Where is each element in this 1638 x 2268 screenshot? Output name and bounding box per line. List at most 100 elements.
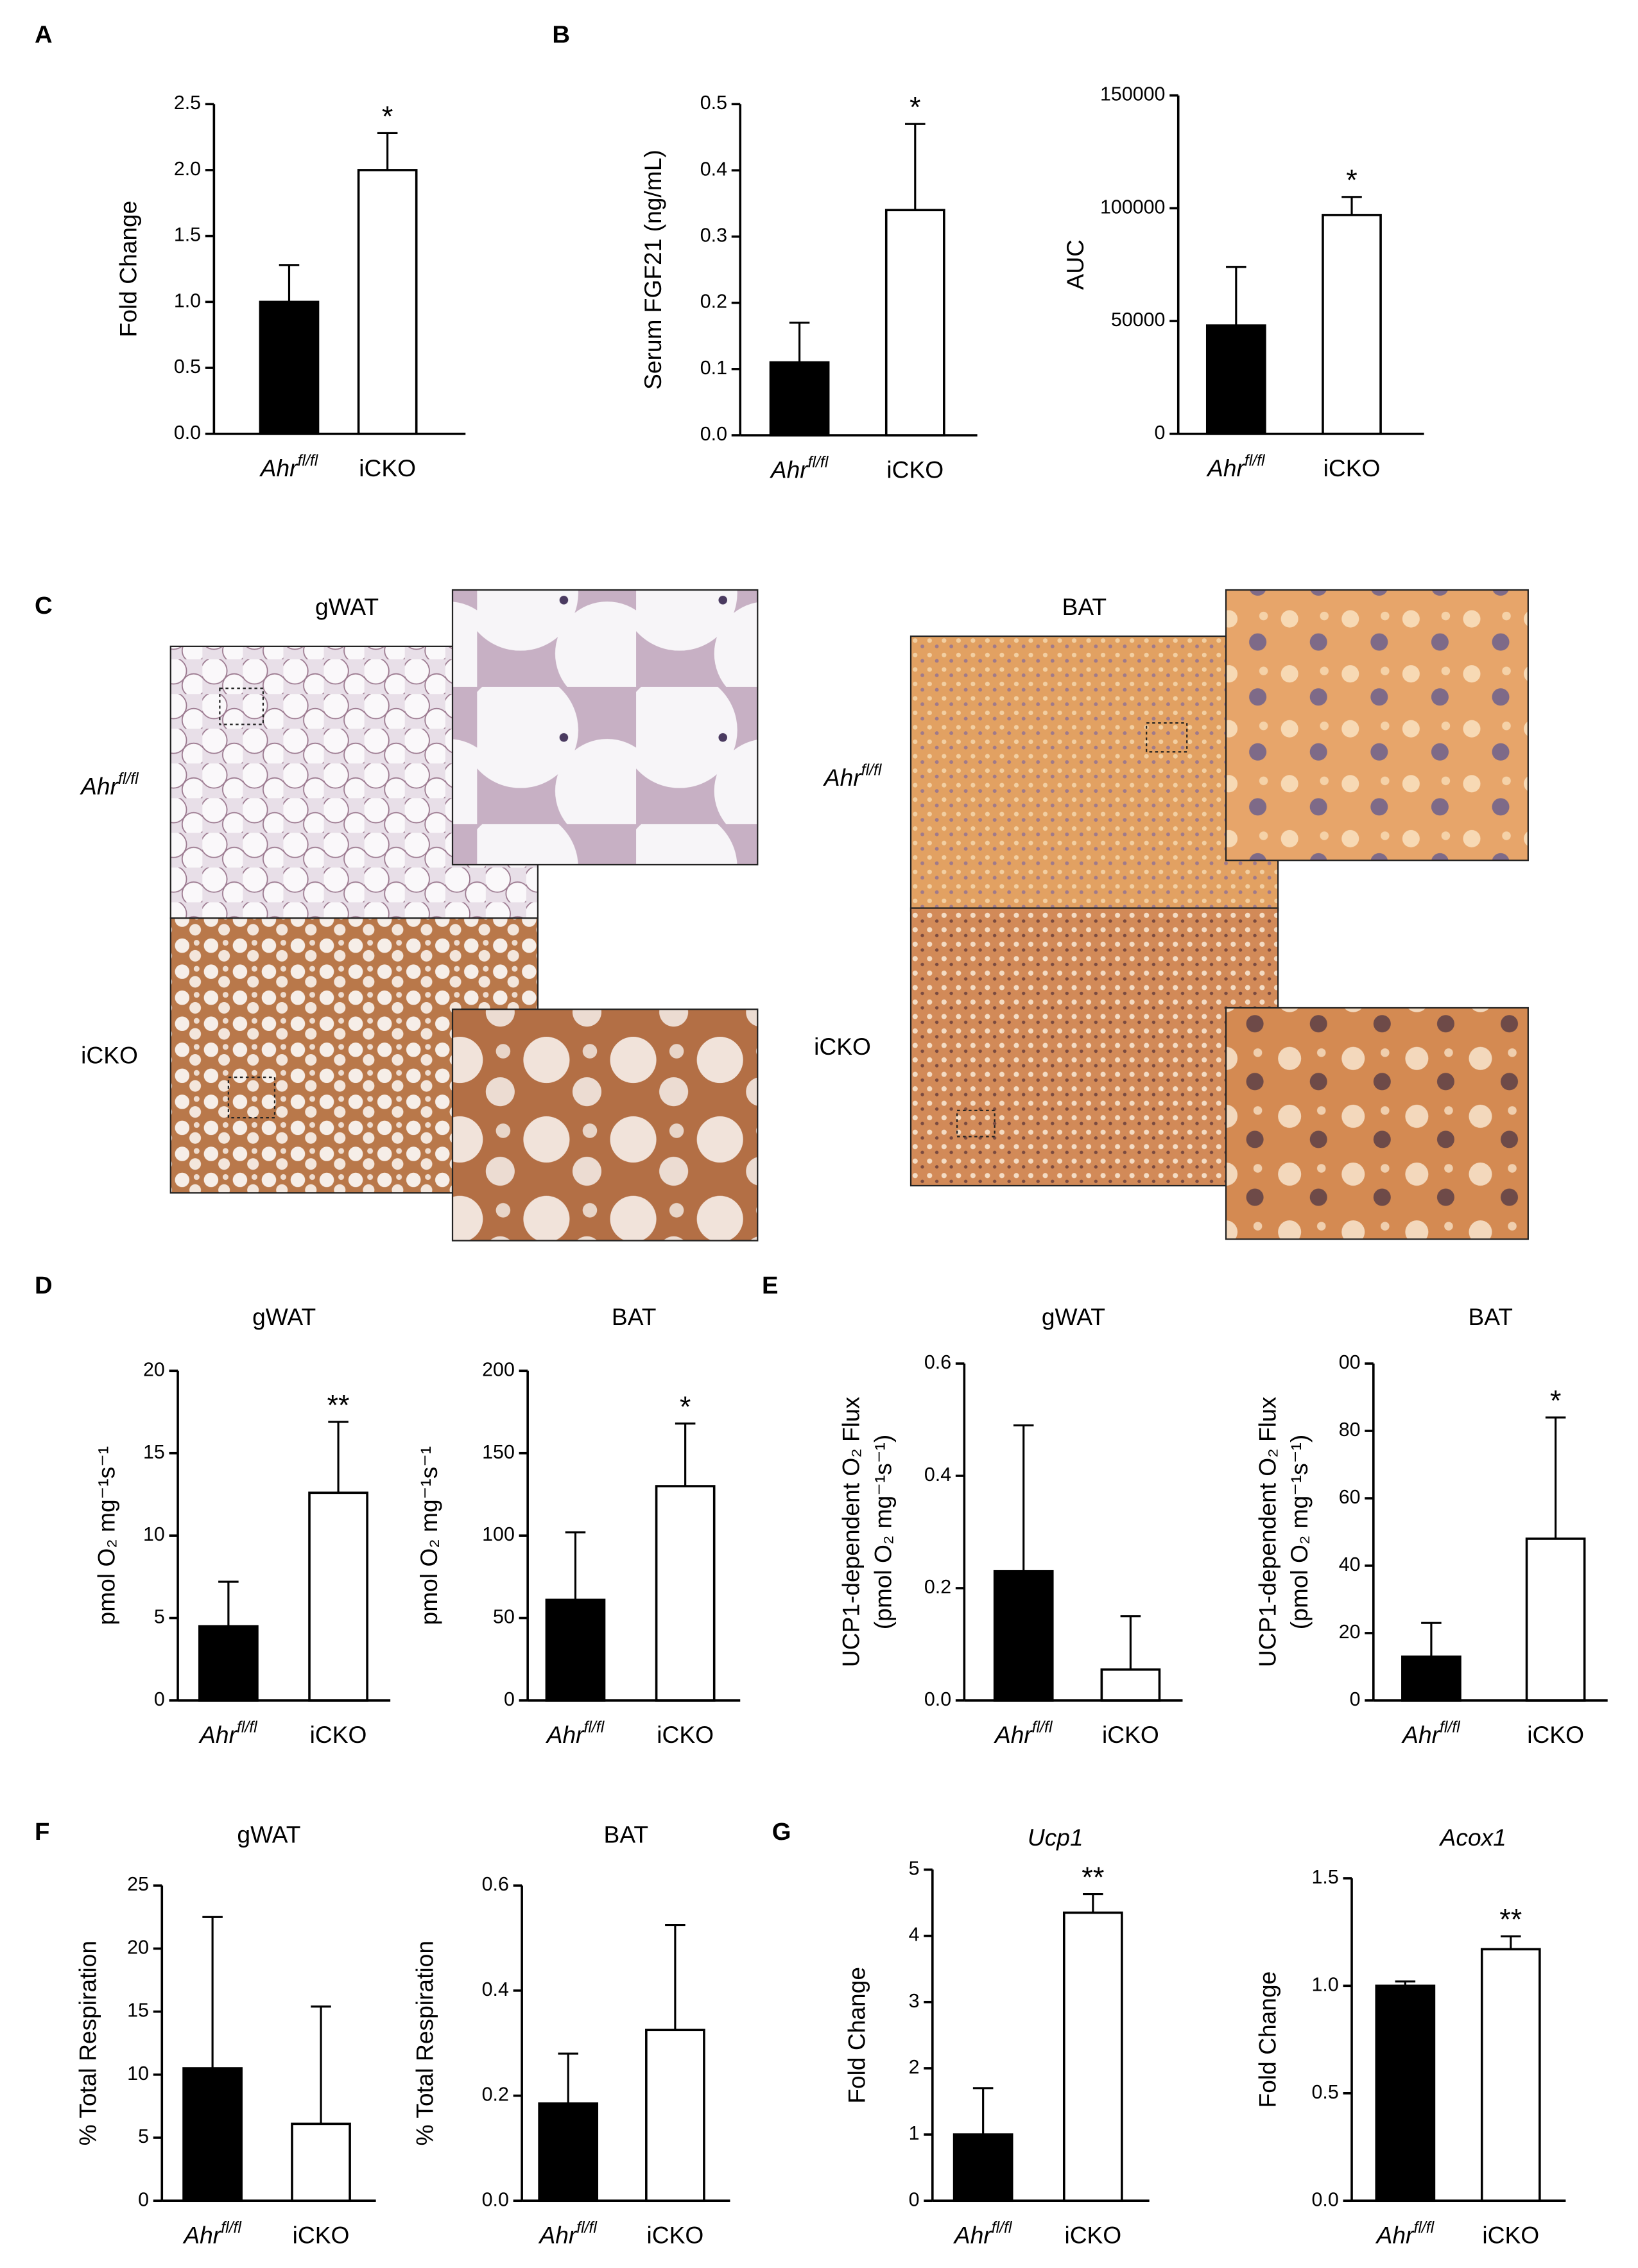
y-tick-label: 50 [493, 1606, 515, 1628]
bar [308, 1491, 368, 1702]
significance: * [382, 100, 393, 133]
y-axis-label: % Total Respiration [411, 1941, 438, 2145]
x-tick-label: iCKO [293, 2221, 350, 2248]
y-tick-label: 150 [482, 1441, 515, 1463]
bar [259, 300, 320, 435]
x-tick-label: Ahrfl/fl [182, 2219, 242, 2249]
y-tick-label: 40 [1339, 1554, 1361, 1575]
chart-title: Acox1 [1439, 1824, 1506, 1851]
y-axis-label: AUC [1062, 239, 1089, 290]
category-superscript: fl/fl [1032, 1718, 1053, 1736]
panel-label: F [35, 1818, 49, 1846]
x-tick-label: Ahrfl/fl [770, 453, 829, 483]
row-label: Ahrfl/fl [80, 770, 139, 800]
row-label: iCKO [81, 1041, 138, 1068]
category-text: iCKO [1102, 1721, 1159, 1748]
bar [1100, 1668, 1161, 1702]
y-tick-label: 0.5 [1311, 2081, 1338, 2103]
x-tick-label: Ahrfl/fl [259, 452, 319, 481]
y-tick-label: 100000 [1100, 196, 1165, 218]
y-tick-label: 0.6 [482, 1873, 509, 1895]
category-superscript: fl/fl [1413, 2219, 1435, 2237]
category-text: iCKO [1482, 2221, 1539, 2248]
x-tick-label: iCKO [1527, 1721, 1584, 1748]
bar [993, 1570, 1054, 1702]
row-label-text: Ahr [80, 772, 119, 799]
y-tick-label: 10 [143, 1523, 165, 1545]
y-tick-label: 0.0 [700, 423, 727, 445]
category-text: Ahr [994, 1721, 1033, 1748]
y-tick-label: 0.0 [174, 422, 201, 444]
y-tick-label: 0.5 [700, 92, 727, 114]
y-tick-label: 0 [504, 1688, 515, 1710]
y-tick-label: 0.4 [924, 1464, 951, 1485]
significance: ** [1082, 1861, 1104, 1894]
bar [182, 2067, 243, 2203]
y-tick-label: 2.0 [174, 158, 201, 180]
y-tick-label: 200 [482, 1358, 515, 1380]
bar [1525, 1537, 1586, 1702]
x-tick-label: Ahrfl/fl [1206, 452, 1266, 481]
bar [545, 1598, 606, 1702]
chart: 0 5 10 15 20 25 % Total Respiration gWAT Ahrfl/f… [74, 1821, 376, 2249]
y-tick-label: 60 [1339, 1486, 1361, 1508]
x-tick-label: iCKO [1102, 1721, 1159, 1748]
y-tick-label: 0.6 [924, 1351, 951, 1373]
y-tick-label: 20 [1339, 1621, 1361, 1643]
panel-label: B [552, 21, 570, 48]
chart: 0 20 40 60 80 00 UCP1-dependent O₂ Flux (pmol O… [1254, 1303, 1608, 1748]
category-superscript: fl/fl [584, 1718, 605, 1736]
bar [1062, 1911, 1123, 2203]
y-axis-label: pmol O₂ mg⁻¹s⁻¹ [415, 1446, 442, 1625]
y-axis-label: pmol O₂ mg⁻¹s⁻¹ [93, 1446, 120, 1625]
y-tick-label: 2 [909, 2056, 920, 2078]
panel-label: E [762, 1272, 779, 1299]
y-tick-label: 5 [138, 2125, 149, 2147]
chart: 0 50 100 150 200 pmol O₂ mg⁻¹s⁻¹ BAT Ahrfl/fl * i… [415, 1303, 741, 1748]
y-tick-label: 1.0 [1311, 1973, 1338, 1995]
y-tick-label: 0.3 [700, 225, 727, 247]
bar [357, 169, 418, 435]
y-tick-label: 0.1 [700, 357, 727, 379]
panel-label: A [35, 21, 53, 48]
y-tick-label: 10 [127, 2063, 149, 2084]
bar [291, 2122, 351, 2203]
chart-title: gWAT [237, 1821, 300, 1848]
chart: 0.0 0.5 1.0 1.5 2.0 2.5 Fold Change Ahrfl/fl * iC… [115, 92, 466, 481]
chart: 0.0 0.2 0.4 0.6 UCP1-dependent O₂ Flux (pmol … [838, 1303, 1183, 1748]
y-tick-label: 0 [138, 2188, 149, 2210]
chart-title: BAT [1468, 1303, 1513, 1330]
y-tick-label: 20 [143, 1358, 165, 1380]
category-superscript: fl/fl [808, 453, 829, 471]
y-tick-label: 0.2 [482, 2084, 509, 2106]
y-axis-label: Fold Change [843, 1967, 870, 2104]
y-tick-label: 25 [127, 1873, 149, 1895]
category-superscript: fl/fl [298, 452, 319, 469]
x-tick-label: iCKO [1482, 2221, 1539, 2248]
significance: * [910, 91, 921, 124]
bar [1205, 324, 1266, 435]
micrograph-inset [451, 589, 759, 866]
category-text: Ahr [1401, 1721, 1440, 1748]
chart-title: gWAT [252, 1303, 316, 1330]
category-text: iCKO [359, 454, 416, 481]
category-superscript: fl/fl [992, 2219, 1013, 2237]
y-tick-label: 00 [1339, 1351, 1361, 1373]
y-tick-label: 0.2 [700, 291, 727, 313]
category-text: iCKO [657, 1721, 714, 1748]
y-tick-label: 100 [482, 1523, 515, 1545]
category-text: iCKO [310, 1721, 367, 1748]
y-tick-label: 0 [909, 2188, 920, 2210]
category-text: Ahr [770, 456, 809, 483]
y-tick-label: 0.4 [700, 158, 727, 180]
x-tick-label: iCKO [886, 456, 944, 483]
y-tick-label: 0.0 [482, 2188, 509, 2210]
y-axis-label: UCP1-dependent O₂ Flux [838, 1396, 865, 1667]
category-superscript: fl/fl [1245, 452, 1266, 469]
x-tick-label: Ahrfl/fl [198, 1718, 258, 1748]
micrograph-inset [1225, 1007, 1529, 1240]
row-label: Ahrfl/fl [823, 761, 883, 791]
category-text: iCKO [1527, 1721, 1584, 1748]
micrograph-inset [1225, 589, 1529, 861]
